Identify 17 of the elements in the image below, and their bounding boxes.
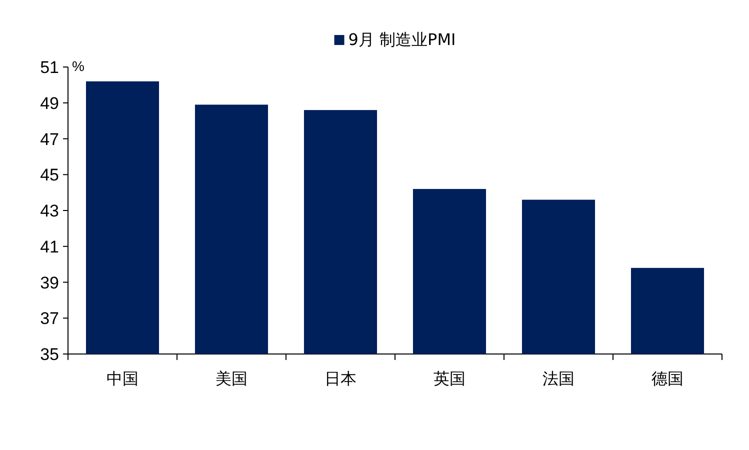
y-tick-label: 41 (40, 237, 59, 256)
y-tick-label: 45 (40, 166, 59, 185)
x-tick-label: 美国 (216, 369, 248, 388)
y-tick-label: 35 (40, 345, 59, 364)
x-tick-label: 英国 (434, 369, 466, 388)
y-axis-title: % (72, 58, 84, 74)
y-tick-label: 43 (40, 202, 59, 220)
y-tick-label: 47 (40, 130, 59, 149)
x-tick-label: 法国 (542, 369, 574, 388)
y-tick-label: 39 (40, 273, 59, 292)
x-tick-label: 日本 (324, 369, 356, 388)
y-tick-label: 37 (40, 309, 59, 328)
x-tick-label: 德国 (652, 369, 684, 388)
y-tick-label: 49 (40, 94, 59, 113)
legend-label: 9月 制造业PMI (348, 30, 456, 49)
y-tick-label: 51 (40, 58, 59, 77)
x-tick-label: 中国 (106, 369, 138, 388)
